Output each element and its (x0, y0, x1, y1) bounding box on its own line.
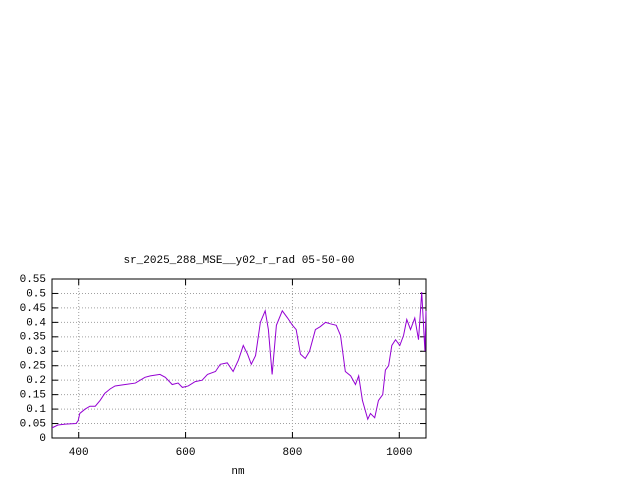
x-tick-label: 600 (176, 447, 196, 459)
x-tick-label: 1000 (386, 447, 412, 459)
y-tick-label: 0.35 (20, 332, 46, 344)
y-tick-label: 0.4 (26, 317, 46, 329)
x-tick-label: 400 (69, 447, 89, 459)
y-tick-label: 0.1 (26, 404, 46, 416)
y-tick-label: 0.05 (20, 418, 46, 430)
y-tick-label: 0.2 (26, 375, 46, 387)
data-line (51, 291, 427, 429)
y-tick-label: 0.5 (26, 288, 46, 300)
x-tick-label: 800 (283, 447, 303, 459)
y-tick-label: 0.25 (20, 361, 46, 373)
plot-border (51, 278, 427, 439)
y-tick-label: 0.3 (26, 346, 46, 358)
y-tick-label: 0.15 (20, 390, 46, 402)
y-tick-label: 0 (39, 433, 46, 445)
x-axis-label: nm (231, 466, 245, 478)
chart-title: sr_2025_288_MSE__y02_r_rad 05-50-00 (123, 255, 354, 267)
y-tick-label: 0.45 (20, 303, 46, 315)
y-tick-label: 0.55 (20, 274, 46, 286)
